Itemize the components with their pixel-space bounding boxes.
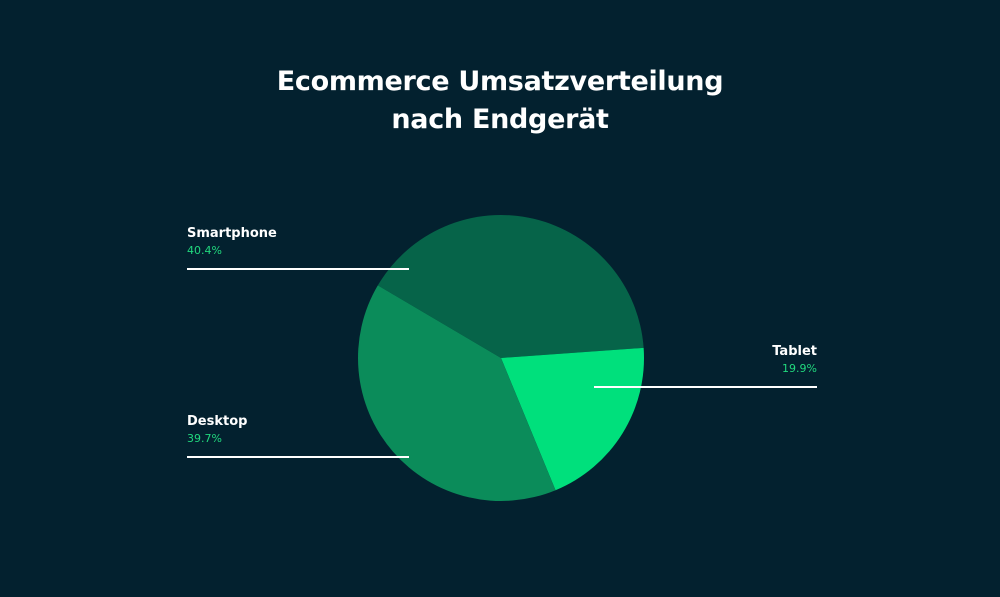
chart-title-line-1: Ecommerce Umsatzverteilung	[276, 66, 724, 97]
pie-slice-desktop	[358, 285, 556, 501]
slice-label-tablet: Tablet	[772, 344, 817, 359]
slice-value-desktop: 39.7%	[187, 432, 222, 445]
pie-slice-tablet	[501, 347, 644, 491]
slice-label-smartphone: Smartphone	[187, 226, 277, 241]
leader-line-smartphone	[187, 268, 409, 270]
slice-label-desktop: Desktop	[187, 414, 248, 429]
slice-value-smartphone: 40.4%	[187, 244, 222, 257]
pie-slice-smartphone	[377, 215, 644, 358]
slice-value-tablet: 19.9%	[782, 362, 817, 375]
leader-line-tablet	[594, 386, 817, 388]
leader-line-desktop	[187, 456, 409, 458]
chart-title-line-2: nach Endgerät	[391, 104, 609, 135]
